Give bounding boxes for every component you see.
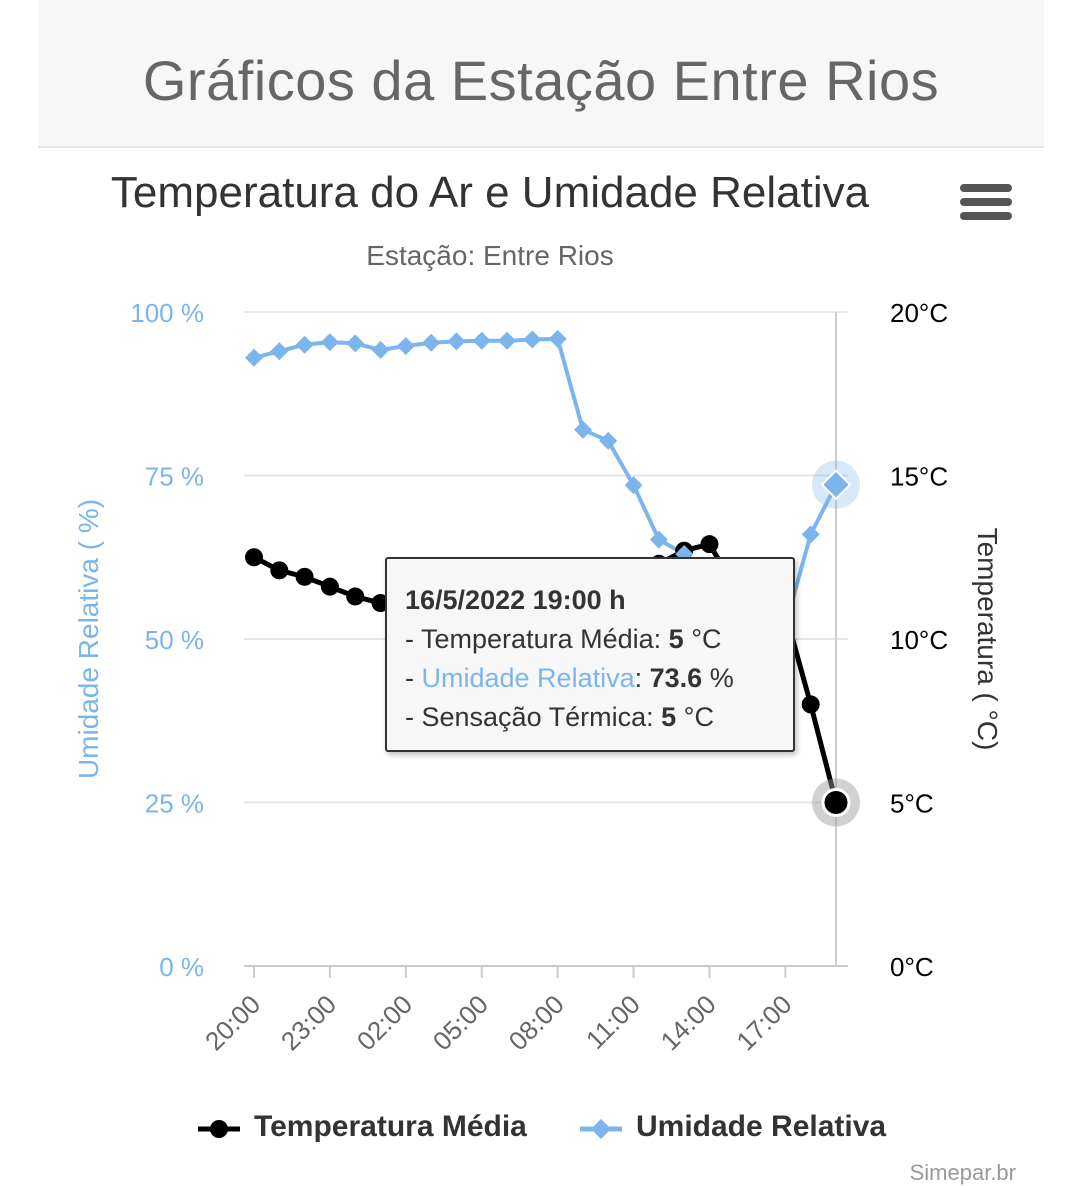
- chart-legend: Temperatura Média Umidade Relativa: [0, 1108, 1080, 1152]
- humidity-point[interactable]: [548, 329, 567, 348]
- tooltip-row-feels-like: - Sensação Térmica: 5 °C: [405, 702, 714, 732]
- temperature-point[interactable]: [245, 548, 263, 567]
- right-axis-tick-label: 15°C: [890, 462, 948, 492]
- tooltip-label: Umidade Relativa: [421, 663, 635, 693]
- humidity-point[interactable]: [422, 333, 441, 352]
- humidity-point[interactable]: [270, 342, 289, 361]
- temperature-point[interactable]: [270, 561, 289, 580]
- tooltip-label: Sensação Térmica: [421, 702, 647, 732]
- temperature-point[interactable]: [700, 535, 719, 554]
- humidity-point[interactable]: [245, 348, 263, 367]
- legend-item-temperature[interactable]: Temperatura Média: [196, 1108, 536, 1152]
- right-axis-tick-label: 5°C: [890, 789, 934, 819]
- x-axis-tick-label: 14:00: [654, 989, 721, 1056]
- right-axis-title: Temperatura ( °C): [972, 528, 1003, 751]
- humidity-point[interactable]: [599, 431, 618, 450]
- temperature-point[interactable]: [295, 567, 314, 586]
- tooltip-value: 5: [661, 702, 677, 732]
- page-header: Gráficos da Estação Entre Rios: [38, 0, 1044, 148]
- left-axis-tick-label: 100 %: [130, 298, 204, 328]
- x-axis-tick-label: 17:00: [730, 989, 797, 1056]
- humidity-point[interactable]: [447, 332, 466, 351]
- credits-link[interactable]: Simepar.br: [909, 1160, 1016, 1185]
- x-axis-tick-label: 11:00: [580, 989, 646, 1055]
- humidity-point[interactable]: [498, 331, 517, 350]
- left-axis-title: Umidade Relativa ( %): [73, 499, 104, 779]
- humidity-point[interactable]: [820, 469, 852, 501]
- x-axis-tick-label: 23:00: [275, 989, 342, 1056]
- legend-label: Umidade Relativa: [636, 1110, 887, 1143]
- right-axis-tick-label: 10°C: [890, 625, 948, 655]
- legend-item-humidity[interactable]: Umidade Relativa: [578, 1108, 898, 1152]
- x-axis-tick-label: 20:00: [199, 989, 266, 1056]
- humidity-point[interactable]: [472, 331, 491, 350]
- tooltip-row-temperature: - Temperatura Média: 5 °C: [405, 624, 722, 654]
- humidity-point[interactable]: [649, 530, 668, 549]
- left-axis-tick-label: 25 %: [145, 789, 204, 819]
- left-axis-tick-label: 75 %: [145, 462, 204, 492]
- tooltip-value: 5: [668, 624, 684, 654]
- chart-plot: 0 % 0°C 25 % 5°C 50 % 10°C 75 % 15°C 100 % 20°C 20…: [73, 298, 1003, 1056]
- diamond-marker-icon: [580, 1119, 622, 1139]
- right-axis-tick-label: 0°C: [890, 952, 934, 982]
- x-axis-tick-label: 02:00: [351, 989, 418, 1056]
- humidity-point[interactable]: [295, 335, 314, 354]
- chart-subtitle: Estação: Entre Rios: [366, 240, 614, 271]
- tooltip-header: 16/5/2022 19:00 h: [405, 585, 626, 615]
- page-title: Gráficos da Estação Entre Rios: [142, 49, 940, 112]
- right-axis-tick-label: 20°C: [890, 298, 948, 328]
- humidity-point[interactable]: [396, 337, 415, 356]
- tooltip-row-humidity: - Umidade Relativa: 73.6 %: [405, 663, 734, 693]
- humidity-point[interactable]: [320, 333, 339, 352]
- chart-title: Temperatura do Ar e Umidade Relativa: [110, 168, 870, 217]
- humidity-point[interactable]: [801, 525, 820, 544]
- humidity-point[interactable]: [573, 420, 592, 439]
- x-axis-tick-label: 08:00: [503, 989, 570, 1056]
- humidity-point[interactable]: [346, 334, 365, 353]
- tooltip-label: Temperatura Média: [421, 624, 654, 654]
- humidity-point[interactable]: [523, 330, 542, 349]
- hamburger-menu-icon[interactable]: [960, 184, 1012, 224]
- left-axis-tick-label: 0 %: [159, 952, 204, 982]
- circle-marker-icon: [198, 1120, 240, 1138]
- temperature-point[interactable]: [346, 587, 365, 606]
- temperature-point[interactable]: [801, 695, 820, 714]
- x-axis-tick-label: 05:00: [427, 989, 494, 1056]
- temperature-point[interactable]: [320, 577, 339, 596]
- temperature-point[interactable]: [821, 788, 851, 817]
- humidity-point[interactable]: [371, 340, 390, 359]
- left-axis-tick-label: 50 %: [145, 625, 204, 655]
- chart-tooltip: 16/5/2022 19:00 h - Temperatura Média: 5…: [385, 557, 795, 752]
- legend-label: Temperatura Média: [254, 1110, 527, 1143]
- tooltip-value: 73.6: [649, 663, 703, 693]
- humidity-point[interactable]: [624, 476, 643, 495]
